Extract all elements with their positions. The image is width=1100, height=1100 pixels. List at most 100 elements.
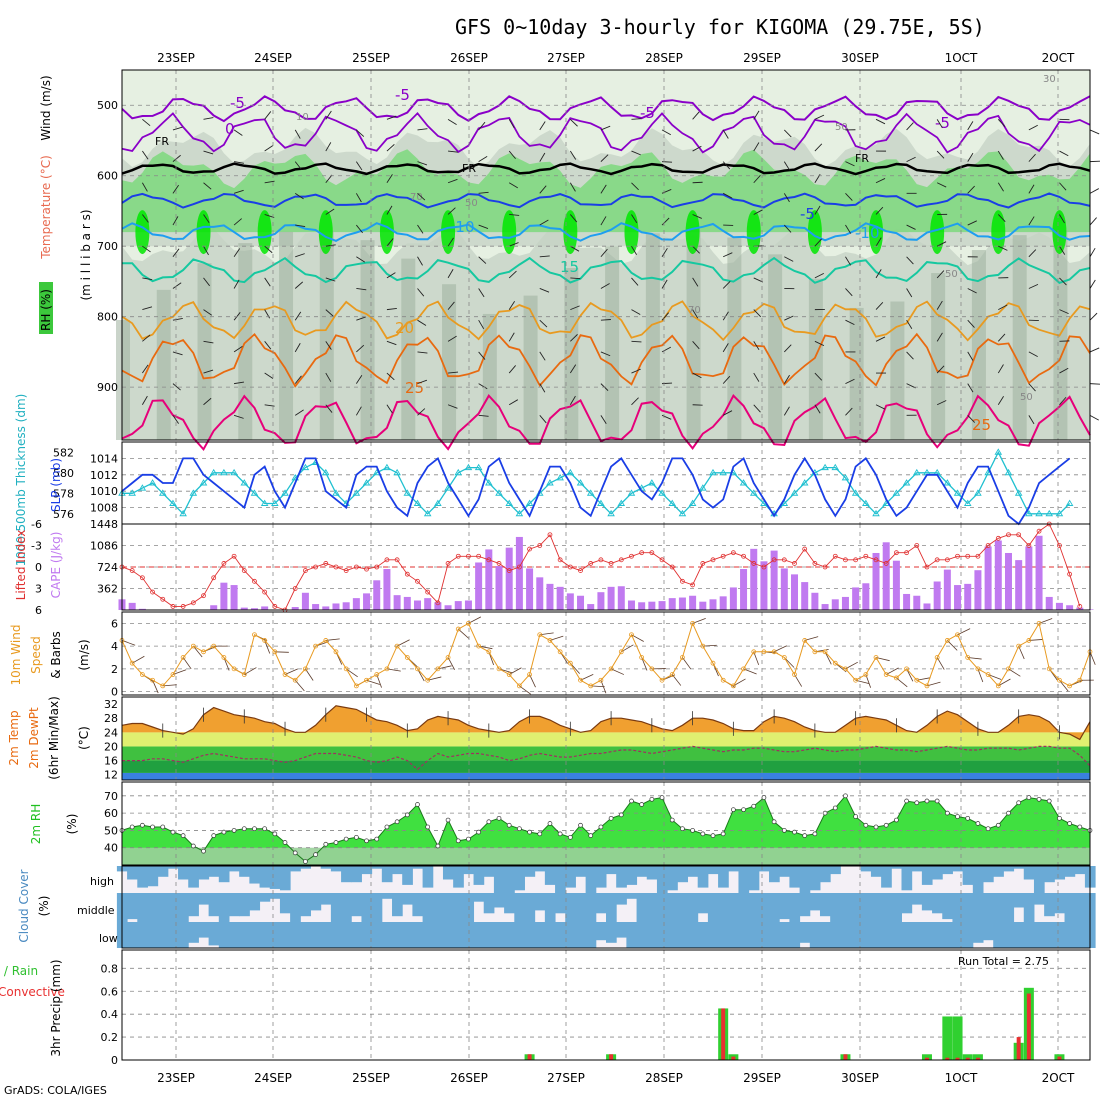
rh-point bbox=[914, 800, 920, 806]
wind-barb bbox=[355, 406, 362, 416]
cloud-bar bbox=[157, 893, 169, 922]
wind-barb bbox=[875, 336, 886, 342]
li-point bbox=[313, 564, 319, 570]
upper-labels: (m i l l i b a r s) RH (%) Temperature (… bbox=[39, 75, 93, 334]
thickness-point bbox=[790, 489, 799, 496]
rh-column bbox=[686, 230, 701, 440]
wind-barb bbox=[1028, 283, 1039, 289]
cloud-bar bbox=[432, 893, 444, 922]
cloud-bar bbox=[840, 893, 852, 922]
wind-barb bbox=[356, 224, 363, 234]
cloud-bar bbox=[1074, 893, 1086, 922]
rh-contour-label: 50 bbox=[835, 122, 848, 133]
rh-point bbox=[313, 852, 318, 857]
cloud-bar bbox=[870, 866, 882, 877]
li-point bbox=[588, 561, 594, 566]
wind-barb bbox=[631, 182, 639, 191]
cloud-bar bbox=[381, 866, 393, 883]
cloud-bar bbox=[341, 922, 352, 948]
thickness-point bbox=[321, 468, 330, 476]
wind-barb bbox=[142, 118, 151, 127]
rh-frame bbox=[121, 781, 1091, 866]
rh-tick-label: 40 bbox=[104, 842, 118, 855]
wind-barb bbox=[692, 309, 699, 319]
upper-temp-label: Temperature (°C) bbox=[39, 155, 53, 260]
cloud-bar bbox=[646, 866, 658, 880]
wind-barb bbox=[386, 372, 395, 381]
rh-patch bbox=[685, 210, 700, 255]
cloud-bar bbox=[891, 922, 902, 948]
cloud-bar bbox=[259, 893, 271, 902]
wind-speed-point bbox=[965, 655, 971, 660]
cloud-bar bbox=[901, 866, 913, 891]
wind-speed-point bbox=[700, 643, 706, 649]
cloud-bar bbox=[514, 893, 525, 922]
cape-tick-label: 1448 bbox=[90, 518, 118, 531]
li-point bbox=[527, 546, 532, 552]
wind-frame bbox=[121, 611, 1091, 696]
cloud-bar bbox=[983, 893, 994, 922]
wind-barb bbox=[203, 150, 214, 155]
thickness-point bbox=[1004, 468, 1013, 476]
wind-speed-point bbox=[150, 677, 155, 683]
contour-line bbox=[121, 300, 1091, 342]
rh-patch bbox=[257, 210, 272, 255]
thickness-point bbox=[362, 479, 371, 486]
t2m-label-d: (°C) bbox=[77, 726, 91, 750]
wind-barb bbox=[386, 340, 397, 346]
cloud-bar bbox=[921, 922, 933, 948]
cloud-bar bbox=[259, 922, 271, 948]
li-point bbox=[333, 564, 339, 570]
cape-bar bbox=[403, 596, 411, 610]
wind-barb bbox=[386, 174, 393, 184]
wind-speed-point bbox=[364, 677, 369, 683]
precip-conv-bar bbox=[721, 1008, 726, 1060]
cloud-bar bbox=[707, 893, 719, 922]
wind-barb bbox=[661, 279, 668, 289]
rh-point bbox=[904, 798, 909, 804]
cloud-bar bbox=[565, 866, 576, 888]
wind-barb bbox=[172, 282, 182, 289]
cloud-bar bbox=[911, 922, 923, 948]
contour-line bbox=[121, 162, 1091, 176]
wind-barb bbox=[814, 114, 825, 120]
wind-barb bbox=[203, 117, 214, 120]
cloud-bar bbox=[606, 866, 617, 875]
cape-bar bbox=[678, 597, 686, 610]
bottom-date-label: 29SEP bbox=[743, 1071, 781, 1085]
thickness-point bbox=[352, 489, 361, 496]
cloud-bar bbox=[341, 866, 352, 883]
precip-label-b: Convective bbox=[0, 985, 65, 999]
cloud-label-b: (%) bbox=[37, 896, 51, 917]
rh-point bbox=[180, 833, 186, 838]
rh-point bbox=[944, 810, 950, 816]
wind-barb bbox=[753, 277, 764, 283]
thickness-point bbox=[260, 499, 269, 506]
thickness-point bbox=[199, 479, 208, 486]
cloud-bar bbox=[728, 922, 739, 948]
cape-bar bbox=[250, 608, 258, 610]
rh-point bbox=[975, 821, 981, 826]
cloud-bar bbox=[218, 893, 230, 922]
wind-barb bbox=[509, 214, 520, 216]
rh-point bbox=[354, 834, 359, 840]
cape-bar bbox=[566, 593, 574, 610]
cape-bar bbox=[597, 592, 605, 610]
top-date-label: 27SEP bbox=[547, 51, 585, 65]
cape-bar bbox=[658, 601, 666, 610]
rh-point bbox=[364, 838, 369, 844]
cape-bar bbox=[821, 604, 829, 610]
wind-barb bbox=[478, 191, 489, 194]
li-point bbox=[894, 550, 899, 556]
wind-barb bbox=[386, 272, 396, 279]
contour-line bbox=[121, 332, 1091, 388]
wind-barb bbox=[722, 375, 731, 384]
wind-barb bbox=[845, 193, 853, 201]
cloud-bar bbox=[1044, 893, 1055, 917]
thickness-point bbox=[892, 489, 901, 496]
wind-barb bbox=[661, 248, 668, 258]
thickness-point bbox=[699, 484, 707, 491]
rh-point bbox=[680, 826, 685, 832]
li-point bbox=[272, 604, 278, 609]
